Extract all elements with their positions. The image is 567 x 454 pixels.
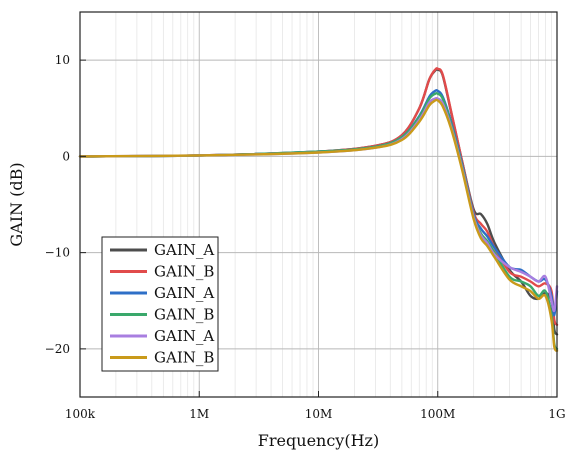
y-tick-label: 0 [62, 149, 70, 163]
x-tick-label: 100k [65, 407, 96, 421]
x-tick-label: 1M [189, 407, 209, 421]
grid [79, 12, 558, 397]
legend-label: GAIN_A [154, 327, 214, 345]
y-tick-label: −20 [45, 342, 70, 356]
legend-label: GAIN_B [154, 349, 214, 367]
y-tick-label: −10 [45, 246, 70, 260]
y-axis-title: GAIN (dB) [7, 162, 26, 246]
legend-label: GAIN_A [154, 241, 214, 259]
legend-label: GAIN_B [154, 263, 214, 281]
series-lines [78, 67, 559, 352]
x-tick-label: 100M [420, 407, 455, 421]
legend-label: GAIN_A [154, 284, 214, 302]
y-tick-label: 10 [55, 53, 70, 67]
x-axis-title: Frequency(Hz) [258, 431, 379, 450]
x-tick-label: 1G [548, 407, 565, 421]
legend: GAIN_A GAIN_B GAIN_A GAIN_B GAIN_A GAIN_B [101, 236, 219, 372]
legend-label: GAIN_B [154, 306, 214, 324]
series-line-5 [78, 98, 559, 352]
x-tick-label: 10M [305, 407, 333, 421]
legend-box [101, 236, 219, 372]
axis-ticks: 100k 1M 10M 100M 1G 10 0 −10 −20 [45, 53, 566, 421]
